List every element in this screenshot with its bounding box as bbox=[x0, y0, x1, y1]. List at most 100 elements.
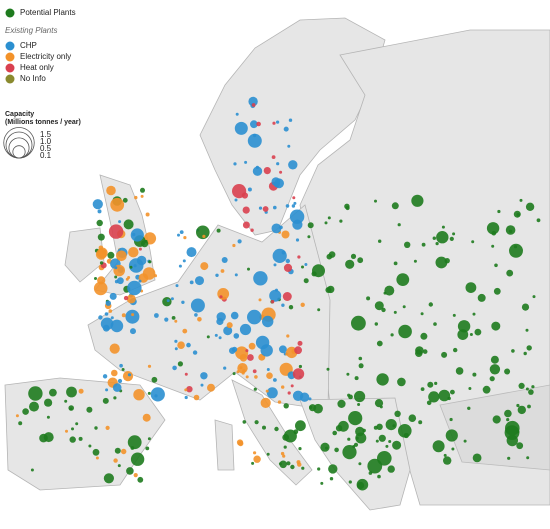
plant-dot bbox=[127, 276, 131, 279]
plant-dot bbox=[192, 350, 198, 355]
plant-dot bbox=[428, 391, 440, 403]
plant-dot bbox=[253, 451, 257, 455]
plant-dot bbox=[247, 309, 262, 325]
plant-dot bbox=[193, 394, 200, 401]
plant-dot bbox=[282, 434, 290, 441]
plant-dot bbox=[119, 363, 123, 368]
plant-dot bbox=[138, 247, 142, 251]
plant-dot bbox=[112, 383, 122, 392]
plant-dot bbox=[252, 166, 263, 176]
plant-dot bbox=[235, 112, 239, 116]
plant-dot bbox=[468, 387, 472, 390]
plant-dot bbox=[531, 385, 535, 389]
plant-dot bbox=[113, 396, 117, 400]
plant-dot bbox=[403, 432, 409, 439]
plant-dot bbox=[273, 263, 277, 267]
legend-swatch bbox=[5, 63, 15, 73]
plant-dot bbox=[239, 366, 243, 370]
plant-dot bbox=[172, 365, 177, 371]
plant-dot bbox=[455, 367, 464, 375]
plant-dot bbox=[309, 405, 313, 410]
plant-dot bbox=[134, 195, 138, 200]
plant-dot bbox=[285, 258, 290, 264]
plant-dot bbox=[435, 242, 439, 246]
plant-dot bbox=[355, 432, 367, 444]
plant-dot bbox=[129, 265, 133, 269]
plant-dot bbox=[49, 388, 57, 397]
plant-dot bbox=[130, 228, 144, 242]
plant-dot bbox=[292, 196, 296, 200]
plant-dot bbox=[175, 284, 179, 288]
plant-dot bbox=[147, 391, 151, 395]
plant-dot bbox=[113, 458, 118, 463]
plant-dot bbox=[326, 367, 330, 371]
plant-dot bbox=[327, 216, 331, 220]
plant-dot bbox=[426, 400, 432, 406]
plant-dot bbox=[216, 317, 224, 326]
plant-dot bbox=[43, 432, 54, 443]
plant-dot bbox=[215, 273, 219, 277]
plant-dot bbox=[258, 298, 262, 302]
plant-dot bbox=[242, 206, 250, 214]
plant-dot bbox=[287, 391, 291, 395]
plant-dot bbox=[253, 455, 261, 463]
plant-dot bbox=[248, 96, 258, 107]
plant-dot bbox=[252, 369, 257, 374]
plant-dot bbox=[441, 225, 445, 229]
plant-dot bbox=[457, 329, 469, 340]
plant-dot bbox=[432, 236, 436, 240]
plant-dot bbox=[266, 452, 270, 456]
plant-dot bbox=[96, 219, 103, 227]
plant-dot bbox=[366, 296, 371, 301]
size-label: 1.5 bbox=[40, 130, 52, 139]
plant-dot bbox=[64, 399, 68, 403]
plant-dot bbox=[262, 425, 266, 430]
plant-dot bbox=[523, 351, 527, 356]
plant-dot bbox=[516, 403, 520, 408]
plant-dot bbox=[128, 258, 144, 273]
legend-swatch bbox=[5, 74, 15, 84]
plant-dot bbox=[342, 445, 357, 460]
plant-dot bbox=[105, 388, 109, 392]
plant-dot bbox=[78, 388, 84, 394]
plant-dot bbox=[247, 133, 262, 148]
plant-dot bbox=[108, 224, 124, 239]
plant-dot bbox=[404, 241, 411, 248]
plant-dot bbox=[206, 335, 210, 339]
plant-dot bbox=[110, 316, 114, 320]
plant-dot bbox=[504, 409, 512, 418]
plant-dot bbox=[183, 236, 187, 240]
plant-dot bbox=[123, 295, 129, 301]
plant-dot bbox=[174, 339, 178, 343]
plant-dot bbox=[166, 299, 170, 303]
plant-dot bbox=[262, 315, 274, 328]
plant-dot bbox=[378, 434, 386, 442]
plant-dot bbox=[260, 397, 271, 408]
plant-dot bbox=[127, 435, 142, 450]
plant-dot bbox=[378, 239, 382, 243]
plant-dot bbox=[285, 352, 289, 356]
plant-dot bbox=[242, 369, 246, 373]
plant-dot bbox=[292, 368, 305, 380]
plant-dot bbox=[348, 480, 352, 484]
plant-dot bbox=[94, 426, 98, 430]
plant-dot bbox=[383, 291, 387, 295]
plant-dot bbox=[200, 383, 204, 387]
plant-dot bbox=[234, 121, 248, 135]
plant-dot bbox=[438, 389, 451, 402]
legend-label: Potential Plants bbox=[20, 8, 76, 17]
plant-dot bbox=[239, 323, 252, 336]
plant-dot bbox=[121, 313, 126, 318]
plant-dot bbox=[286, 461, 291, 466]
plant-dot bbox=[344, 203, 350, 209]
plant-dot bbox=[350, 253, 357, 259]
plant-dot bbox=[247, 267, 250, 271]
plant-dot bbox=[28, 386, 43, 401]
plant-dot bbox=[332, 430, 338, 436]
plant-dot bbox=[263, 167, 271, 175]
plant-dot bbox=[122, 371, 134, 382]
plant-dot bbox=[281, 230, 290, 239]
size-circle bbox=[5, 131, 33, 159]
plant-dot bbox=[420, 312, 424, 316]
plant-dot bbox=[151, 376, 158, 383]
